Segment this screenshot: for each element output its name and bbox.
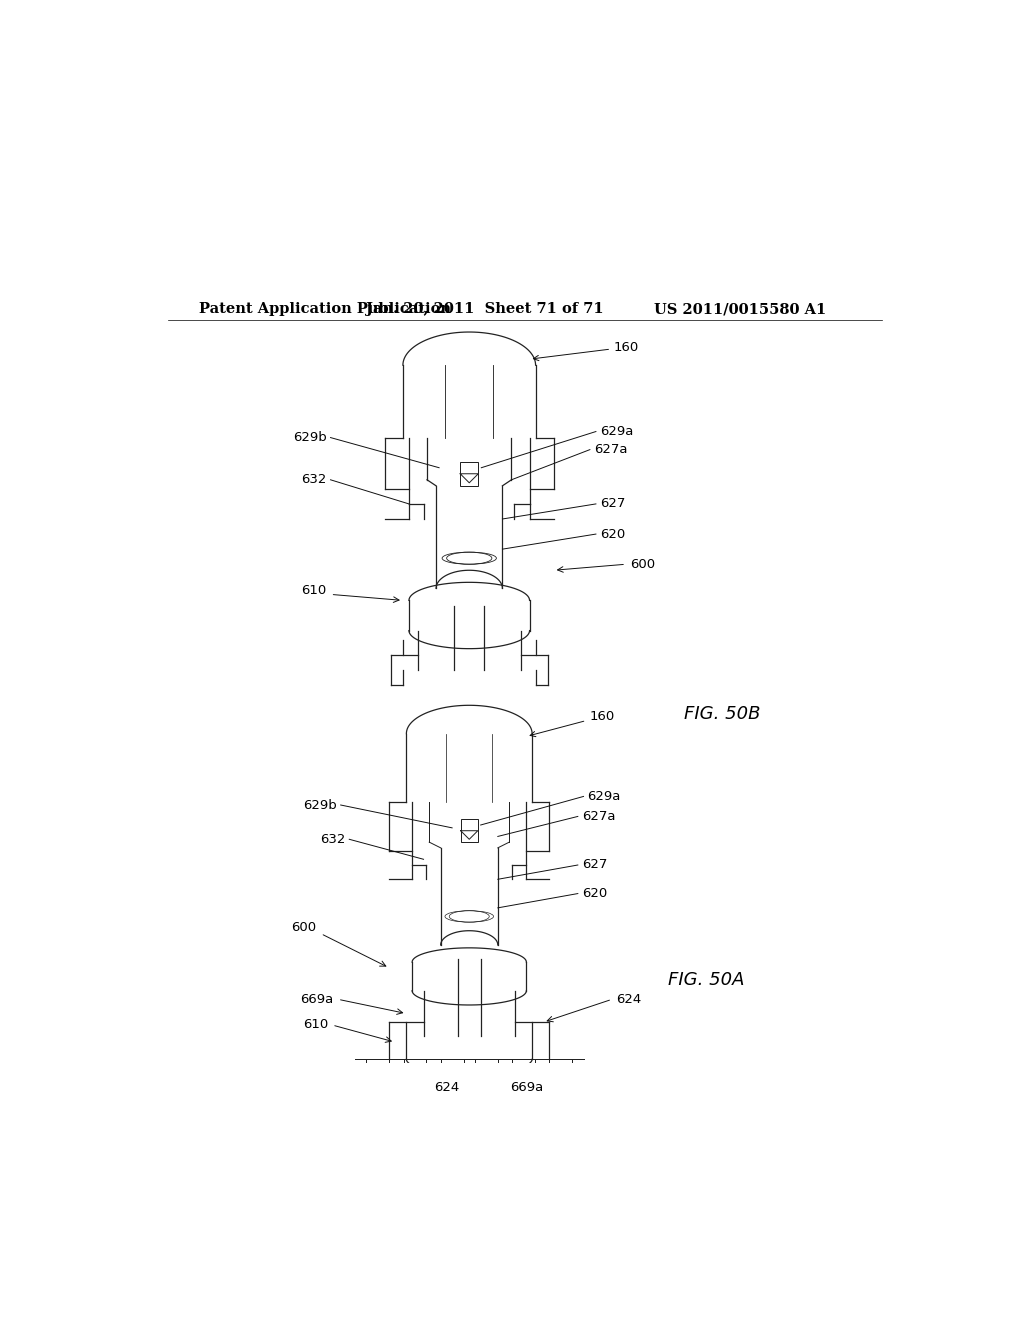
Bar [460,462,478,486]
Text: 620: 620 [582,887,607,900]
Text: 632: 632 [319,833,345,846]
Text: 629a: 629a [588,789,621,803]
Text: 610: 610 [303,1019,328,1031]
Text: Jan. 20, 2011  Sheet 71 of 71: Jan. 20, 2011 Sheet 71 of 71 [367,302,604,317]
Text: 600: 600 [630,558,655,570]
Text: 629a: 629a [600,425,633,438]
Text: 669a: 669a [301,993,334,1006]
Text: FIG. 50A: FIG. 50A [668,972,744,989]
Text: Patent Application Publication: Patent Application Publication [200,302,452,317]
Text: US 2011/0015580 A1: US 2011/0015580 A1 [654,302,826,317]
Text: 624: 624 [434,1081,459,1094]
Text: 627: 627 [600,498,626,511]
Text: 629b: 629b [303,799,337,812]
Text: FIG. 50B: FIG. 50B [684,705,760,723]
Text: 620: 620 [600,528,625,541]
Text: 629b: 629b [293,432,327,444]
Text: 160: 160 [534,341,639,360]
Text: 624: 624 [616,993,641,1006]
Text: 627a: 627a [594,444,628,457]
Text: 160: 160 [530,710,614,737]
Text: 627: 627 [582,858,607,871]
Bar [461,820,478,842]
Text: 632: 632 [301,474,327,486]
Text: 669a: 669a [510,1081,543,1094]
Text: 627a: 627a [582,810,615,822]
Text: 610: 610 [301,583,327,597]
Text: 600: 600 [292,921,316,935]
